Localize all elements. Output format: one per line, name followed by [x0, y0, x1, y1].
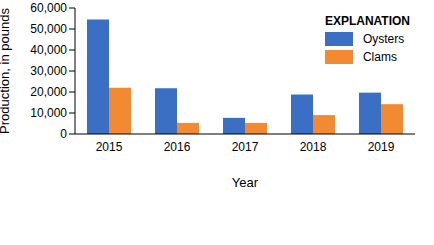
- svg-text:2019: 2019: [368, 140, 395, 154]
- svg-text:10,000: 10,000: [30, 106, 67, 120]
- svg-text:Year: Year: [232, 175, 259, 190]
- svg-text:30,000: 30,000: [30, 64, 67, 78]
- svg-text:60,000: 60,000: [30, 1, 67, 15]
- svg-text:50,000: 50,000: [30, 22, 67, 36]
- html-text:Clams: Clams: [362, 50, 397, 64]
- svg-text:2018: 2018: [300, 140, 327, 154]
- svg-text:2015: 2015: [96, 140, 123, 154]
- svg-text:2017: 2017: [232, 140, 259, 154]
- svg-text:40,000: 40,000: [30, 43, 67, 57]
- html-text:Oysters: Oysters: [362, 32, 405, 46]
- svg-text:0: 0: [60, 127, 67, 141]
- svg-text:Production, in pounds: Production, in pounds: [8, 8, 12, 134]
- svg-text:2016: 2016: [164, 140, 191, 154]
- html-text:EXPLANATION: EXPLANATION: [324, 14, 410, 28]
- svg-text:20,000: 20,000: [30, 85, 67, 99]
